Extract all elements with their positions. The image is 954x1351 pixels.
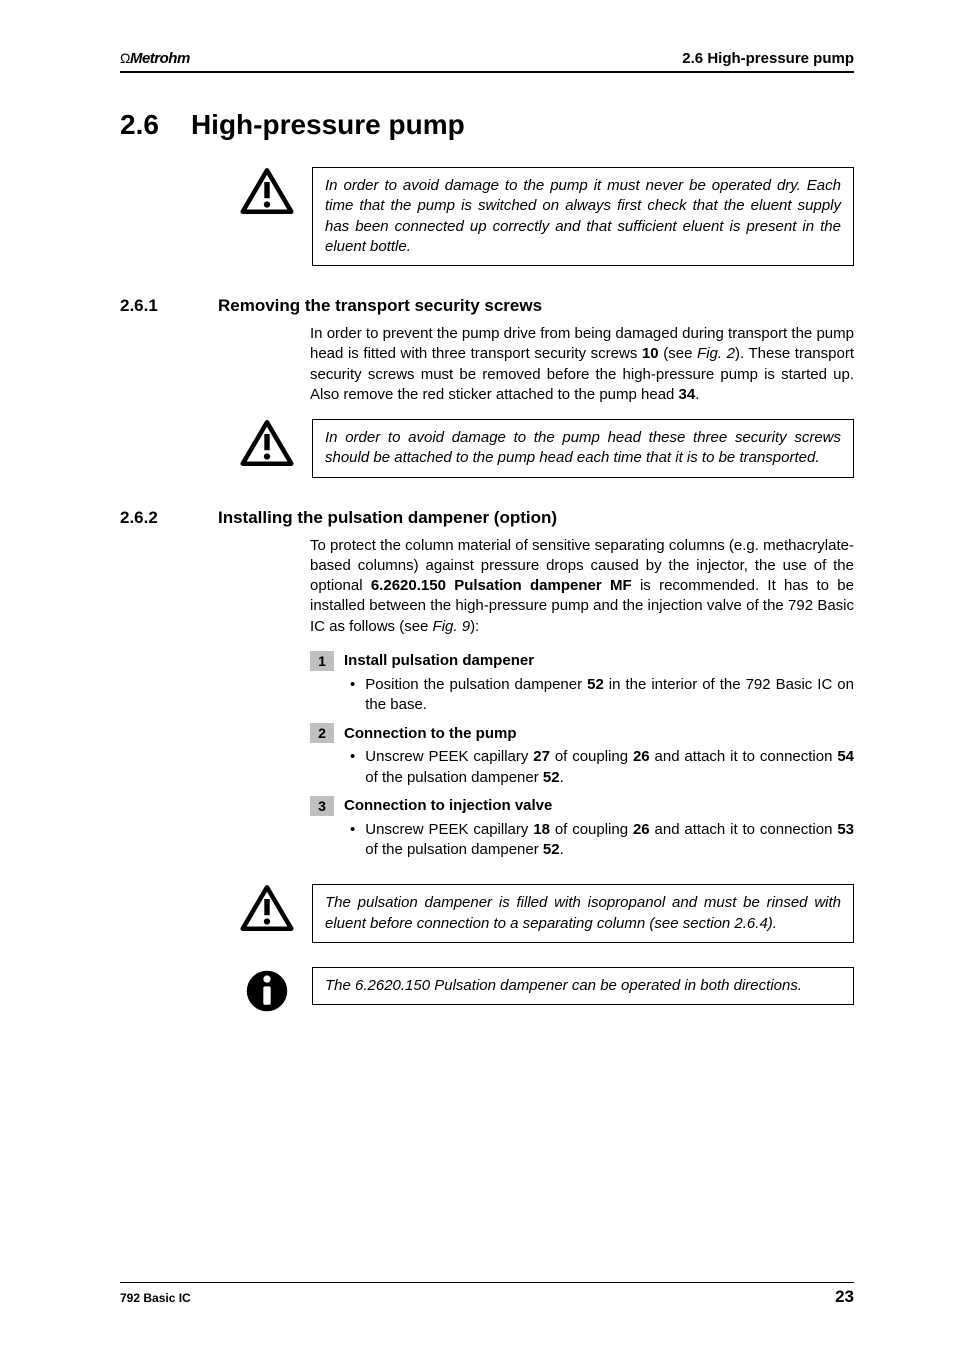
step-block: 1 Install pulsation dampener • Position …: [310, 651, 854, 716]
warning-icon: [240, 419, 294, 467]
warning-text: The pulsation dampener is filled with is…: [312, 884, 854, 943]
bullet-text: Unscrew PEEK capillary 27 of coupling 26…: [365, 747, 854, 788]
text-run: of the pulsation dampener: [365, 769, 543, 786]
text-run: and attach it to connection: [650, 748, 838, 765]
bullet-icon: •: [350, 747, 355, 788]
step-header: 3 Connection to injection valve: [310, 796, 854, 816]
subsection-title-text: Installing the pulsation dampener (optio…: [218, 508, 557, 528]
brand-logo-text: Metrohm: [130, 50, 190, 67]
figure-ref: Fig. 2: [697, 345, 735, 362]
warning-text: In order to avoid damage to the pump hea…: [312, 419, 854, 478]
section-title-text: High-pressure pump: [191, 109, 465, 141]
brand-logo: ΩMetrohm: [120, 50, 190, 67]
ref-number: 26: [633, 821, 650, 838]
warning-callout: In order to avoid damage to the pump hea…: [240, 419, 854, 478]
info-icon: [240, 967, 294, 1015]
footer-doc-title: 792 Basic IC: [120, 1291, 191, 1305]
step-bullet: • Unscrew PEEK capillary 27 of coupling …: [350, 747, 854, 788]
text-run: .: [560, 769, 564, 786]
header-section-ref: 2.6 High-pressure pump: [682, 50, 854, 67]
warning-callout: In order to avoid damage to the pump it …: [240, 167, 854, 266]
text-run: Position the pulsation dampener: [365, 676, 587, 693]
page-footer: 792 Basic IC 23: [120, 1282, 854, 1307]
ref-number: 34: [679, 386, 696, 403]
step-number: 1: [310, 651, 334, 671]
section-heading: 2.6 High-pressure pump: [120, 109, 854, 141]
body-paragraph: To protect the column material of sensit…: [310, 536, 854, 637]
step-bullet: • Unscrew PEEK capillary 18 of coupling …: [350, 820, 854, 861]
page-header: ΩMetrohm 2.6 High-pressure pump: [120, 50, 854, 73]
step-block: 2 Connection to the pump • Unscrew PEEK …: [310, 723, 854, 788]
step-title: Connection to the pump: [344, 725, 516, 742]
ref-number: 54: [837, 748, 854, 765]
warning-icon: [240, 884, 294, 932]
ref-number: 53: [837, 821, 854, 838]
ref-number: 52: [543, 841, 560, 858]
warning-icon: [240, 167, 294, 215]
text-run: ):: [470, 618, 479, 635]
subsection-number: 2.6.1: [120, 296, 190, 316]
warning-callout: The pulsation dampener is filled with is…: [240, 884, 854, 943]
step-header: 1 Install pulsation dampener: [310, 651, 854, 671]
bullet-text: Unscrew PEEK capillary 18 of coupling 26…: [365, 820, 854, 861]
text-run: and attach it to connection: [650, 821, 838, 838]
step-bullet: • Position the pulsation dampener 52 in …: [350, 675, 854, 716]
ref-number: 26: [633, 748, 650, 765]
info-text: The 6.2620.150 Pulsation dampener can be…: [312, 967, 854, 1005]
text-run: Unscrew PEEK capillary: [365, 821, 533, 838]
footer-page-number: 23: [835, 1287, 854, 1307]
text-run: of coupling: [550, 821, 633, 838]
text-run: of coupling: [550, 748, 633, 765]
ref-number: 52: [543, 769, 560, 786]
subsection-heading: 2.6.2 Installing the pulsation dampener …: [120, 508, 854, 528]
subsection-number: 2.6.2: [120, 508, 190, 528]
text-run: .: [695, 386, 699, 403]
section-number: 2.6: [120, 109, 159, 141]
ref-number: 18: [533, 821, 550, 838]
step-title: Install pulsation dampener: [344, 652, 534, 669]
bullet-icon: •: [350, 675, 355, 716]
warning-text: In order to avoid damage to the pump it …: [312, 167, 854, 266]
body-paragraph: In order to prevent the pump drive from …: [310, 324, 854, 405]
step-number: 2: [310, 723, 334, 743]
subsection-title-text: Removing the transport security screws: [218, 296, 542, 316]
step-header: 2 Connection to the pump: [310, 723, 854, 743]
subsection-heading: 2.6.1 Removing the transport security sc…: [120, 296, 854, 316]
text-run: (see: [659, 345, 697, 362]
step-number: 3: [310, 796, 334, 816]
step-block: 3 Connection to injection valve • Unscre…: [310, 796, 854, 861]
text-run: of the pulsation dampener: [365, 841, 543, 858]
ref-number: 52: [587, 676, 604, 693]
product-ref: 6.2620.150 Pulsation dampener MF: [371, 577, 632, 594]
bullet-icon: •: [350, 820, 355, 861]
ref-number: 27: [533, 748, 550, 765]
bullet-text: Position the pulsation dampener 52 in th…: [365, 675, 854, 716]
ref-number: 10: [642, 345, 659, 362]
text-run: Unscrew PEEK capillary: [365, 748, 533, 765]
text-run: .: [560, 841, 564, 858]
figure-ref: Fig. 9: [433, 618, 471, 635]
info-callout: The 6.2620.150 Pulsation dampener can be…: [240, 967, 854, 1015]
step-title: Connection to injection valve: [344, 797, 552, 814]
